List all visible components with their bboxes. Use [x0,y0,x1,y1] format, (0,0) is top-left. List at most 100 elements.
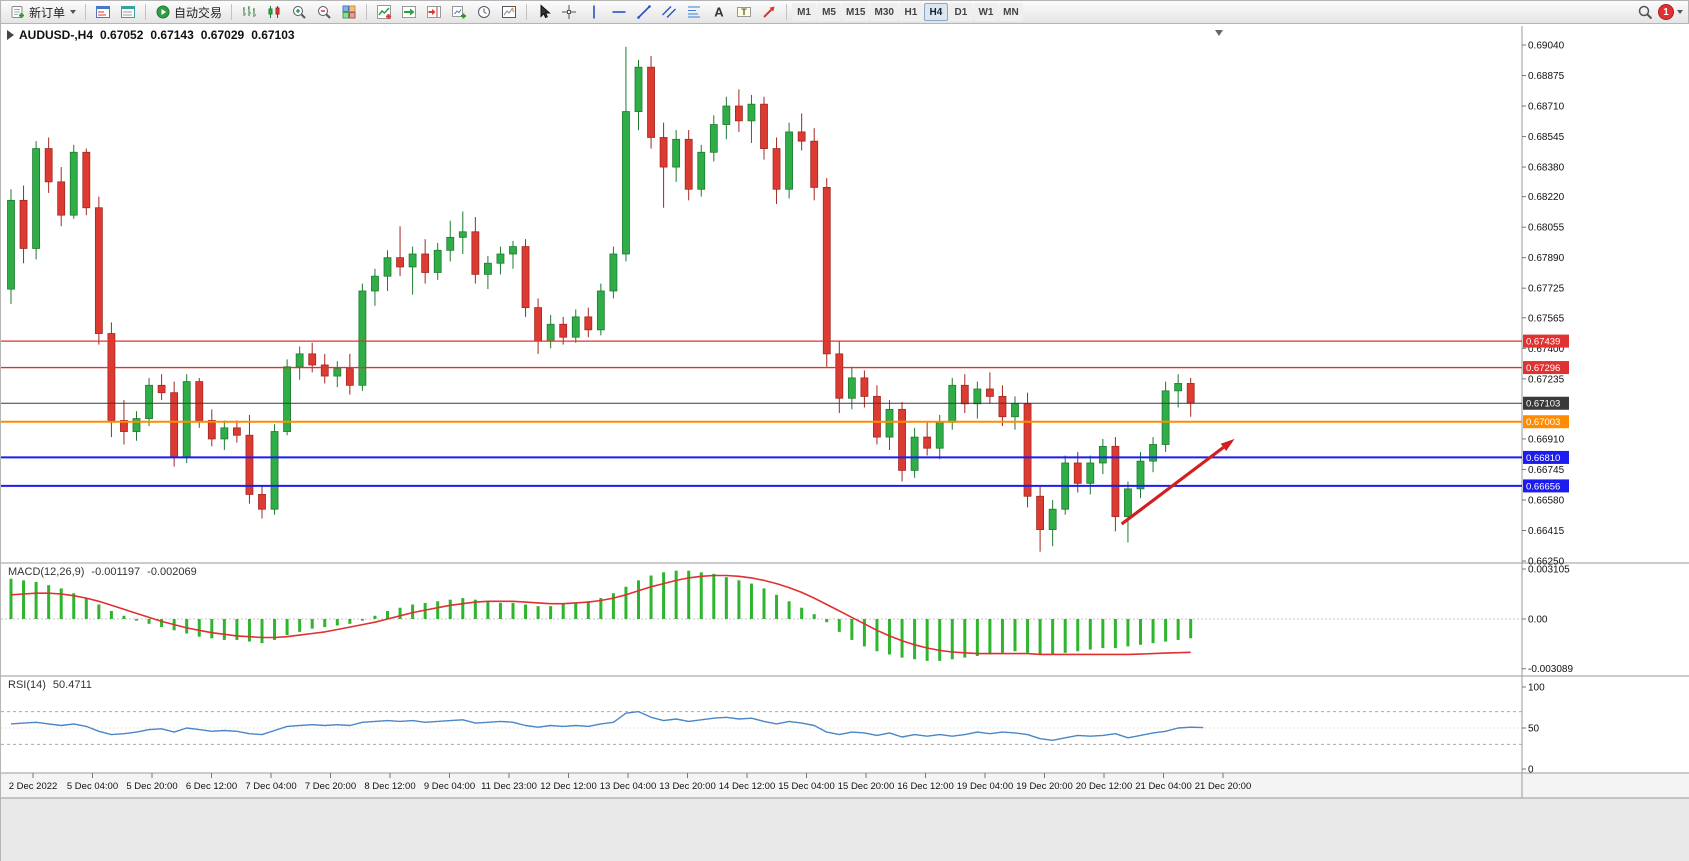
svg-text:7 Dec 04:00: 7 Dec 04:00 [245,781,296,792]
svg-text:0.66580: 0.66580 [1528,495,1565,506]
svg-text:0.66910: 0.66910 [1528,434,1565,445]
timeframe-button-h1[interactable]: H1 [898,3,923,21]
svg-text:16 Dec 12:00: 16 Dec 12:00 [897,781,954,792]
new-chart-button[interactable] [447,2,471,22]
trendline-button[interactable] [632,2,656,22]
trendline-icon [637,5,651,19]
main-toolbar: 新订单 自动交易 A T M1 M5 M15 M30 H1 H4 D1 W1 MN 1 [1,1,1688,24]
horizontal-line-button[interactable] [607,2,631,22]
toolbar-group-view [372,2,521,22]
price-chart-canvas[interactable]: 0.69040 0.68875 0.68710 0.68545 0.68380 0.682… [1,24,1689,861]
data-window-button[interactable] [116,2,140,22]
text-icon: A [714,5,724,20]
text-button[interactable]: A [707,2,731,22]
price-axis[interactable]: 0.69040 0.68875 0.68710 0.68545 0.68380 0.682… [1522,41,1565,568]
svg-text:0.66745: 0.66745 [1528,465,1565,476]
search-button[interactable] [1633,2,1657,22]
candlestick-chart-icon [268,6,280,18]
horizontal-line-icon [612,11,626,13]
timeframe-button-h4[interactable]: H4 [923,3,948,21]
cursor-button[interactable] [532,2,556,22]
autotrading-button[interactable]: 自动交易 [151,2,226,22]
market-watch-button[interactable] [91,2,115,22]
vertical-line-button[interactable] [582,2,606,22]
trend-arrow[interactable] [1120,438,1235,526]
svg-text:0.68380: 0.68380 [1528,163,1565,174]
svg-text:T: T [741,7,747,17]
candlestick-chart-button[interactable] [262,2,286,22]
timeframe-button-w1[interactable]: W1 [973,3,998,21]
current-price-tag[interactable]: 0.67103 [1523,396,1569,410]
svg-text:19 Dec 20:00: 19 Dec 20:00 [1016,781,1073,792]
fibonacci-button[interactable] [682,2,706,22]
svg-text:9 Dec 04:00: 9 Dec 04:00 [424,781,475,792]
svg-text:0.67235: 0.67235 [1528,374,1565,385]
svg-text:15 Dec 04:00: 15 Dec 04:00 [778,781,835,792]
svg-text:0.69040: 0.69040 [1528,41,1565,52]
new-order-icon [10,4,26,20]
bar-chart-icon [243,6,257,17]
svg-text:13 Dec 04:00: 13 Dec 04:00 [600,781,657,792]
notifications-badge[interactable]: 1 [1658,4,1674,20]
vertical-line-icon [593,5,595,19]
auto-scroll-button[interactable] [397,2,421,22]
bar-chart-button[interactable] [237,2,261,22]
text-label-button[interactable]: T [732,2,756,22]
svg-text:0.67400: 0.67400 [1528,344,1565,355]
time-scale-strip[interactable] [1,773,1689,798]
text-label-icon: T [737,7,752,17]
price-tag-0.67003[interactable]: 0.67003 [1523,415,1569,429]
panel-separators[interactable] [1,26,1689,799]
chart-snapshot-button[interactable] [497,2,521,22]
svg-text:50: 50 [1528,724,1540,735]
timeframe-button-mn[interactable]: MN [998,3,1023,21]
timeframe-button-m15[interactable]: M15 [842,3,870,21]
zoom-out-button[interactable] [312,2,336,22]
arrow-styles-button[interactable] [757,2,781,22]
chart-shift-marker[interactable] [1215,30,1223,36]
toolbar-separator [231,4,233,20]
time-axis[interactable]: 2 Dec 2022 5 Dec 04:00 5 Dec 20:00 6 Dec 12… [9,773,1252,792]
zoom-in-icon [293,6,306,19]
svg-text:A: A [714,5,724,20]
tile-windows-button[interactable] [337,2,361,22]
arrow-styles-icon [763,6,775,18]
one-click-trading-toggle[interactable] [7,30,14,40]
toolbar-separator [85,4,87,20]
data-window-icon [121,6,136,18]
new-order-label: 新订单 [29,5,66,20]
autotrading-icon [155,4,171,20]
svg-text:0.66810: 0.66810 [1526,453,1560,464]
svg-text:0.66656: 0.66656 [1526,481,1560,492]
svg-text:0.68545: 0.68545 [1528,132,1565,143]
equidistant-channel-button[interactable] [657,2,681,22]
svg-text:0.66415: 0.66415 [1528,526,1565,537]
timeframe-button-d1[interactable]: D1 [948,3,973,21]
chart-background [1,24,1689,798]
svg-text:21 Dec 04:00: 21 Dec 04:00 [1135,781,1192,792]
svg-text:5 Dec 04:00: 5 Dec 04:00 [67,781,118,792]
zoom-in-button[interactable] [287,2,311,22]
price-tag-0.66810[interactable]: 0.66810 [1523,450,1569,464]
svg-text:8 Dec 12:00: 8 Dec 12:00 [364,781,415,792]
crosshair-button[interactable] [557,2,581,22]
price-tag-0.67296[interactable]: 0.67296 [1523,361,1569,375]
price-tag-0.66656[interactable]: 0.66656 [1523,479,1569,493]
timeframe-button-m30[interactable]: M30 [870,3,898,21]
svg-text:0.68710: 0.68710 [1528,102,1565,113]
price-tag-0.67439[interactable]: 0.67439 [1523,334,1569,348]
new-order-caret-icon [70,10,77,14]
new-order-button[interactable]: 新订单 [6,2,80,22]
svg-text:0.66250: 0.66250 [1528,557,1565,568]
toolbar-group-timeframes: M1 M5 M15 M30 H1 H4 D1 W1 MN [792,3,1023,21]
autotrading-label: 自动交易 [174,5,223,20]
toolbar-separator [526,4,528,20]
macd-indicator: 0.003105 0.00 -0.003089 [1,565,1573,675]
market-watch-icon [96,6,111,18]
indicators-button[interactable] [372,2,396,22]
timeframe-button-m5[interactable]: M5 [817,3,842,21]
alerts-clock-button[interactable] [472,2,496,22]
chart-shift-button[interactable] [422,2,446,22]
timeframe-button-m1[interactable]: M1 [792,3,817,21]
